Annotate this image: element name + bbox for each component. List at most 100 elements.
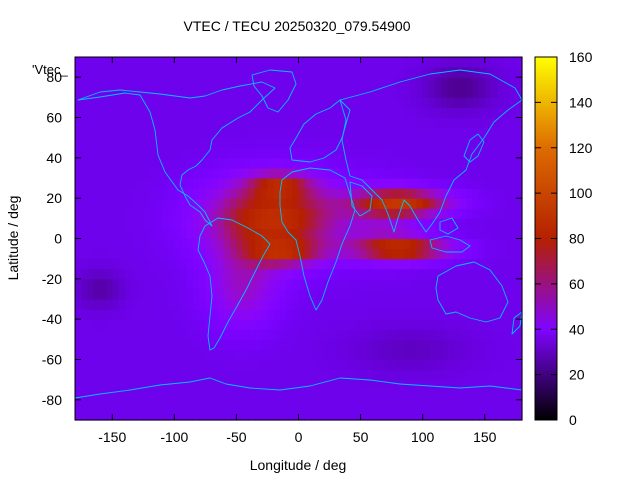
heatmap-cell <box>373 228 380 240</box>
heatmap-cell <box>404 67 411 78</box>
heatmap-cell <box>174 268 182 280</box>
heatmap-cell <box>224 299 231 310</box>
heatmap-cell <box>199 87 206 98</box>
heatmap-cell <box>174 339 182 351</box>
heatmap-cell <box>435 399 442 411</box>
heatmap-cell <box>317 349 324 361</box>
heatmap-cell <box>323 268 331 280</box>
heatmap-cell <box>161 87 169 98</box>
heatmap-cell <box>329 167 337 179</box>
heatmap-cell <box>428 369 436 381</box>
heatmap-cell <box>428 137 436 149</box>
heatmap-cell <box>335 77 343 88</box>
heatmap-cell <box>87 248 95 260</box>
heatmap-cell <box>186 238 194 250</box>
heatmap-cell <box>379 399 387 411</box>
heatmap-cell <box>75 178 82 189</box>
heatmap-cell <box>149 299 157 310</box>
heatmap-cell <box>81 309 89 320</box>
heatmap-cell <box>428 107 436 119</box>
heatmap-cell <box>478 349 486 361</box>
heatmap-cell <box>310 268 318 280</box>
heatmap-cell <box>410 57 418 68</box>
heatmap-cell <box>292 167 300 179</box>
heatmap-cell <box>106 77 113 88</box>
heatmap-cell <box>435 218 442 230</box>
heatmap-cell <box>292 278 300 290</box>
heatmap-cell <box>124 349 132 361</box>
heatmap-cell <box>298 157 306 169</box>
heatmap-cell <box>310 97 318 109</box>
heatmap-cell <box>273 167 281 179</box>
heatmap-cell <box>360 399 368 411</box>
heatmap-cell <box>211 389 219 401</box>
heatmap-cell <box>224 87 231 98</box>
heatmap-cell <box>261 238 269 250</box>
heatmap-cell <box>124 409 132 421</box>
heatmap-cell <box>261 329 269 340</box>
heatmap-cell <box>348 248 355 260</box>
heatmap-cell <box>391 167 399 179</box>
heatmap-cell <box>124 208 132 219</box>
heatmap-cell <box>224 77 231 88</box>
heatmap-cell <box>335 57 343 68</box>
heatmap-cell <box>354 339 362 351</box>
heatmap-cell <box>329 228 337 240</box>
heatmap-cell <box>87 399 95 411</box>
heatmap-cell <box>478 278 486 290</box>
heatmap-cell <box>143 107 151 119</box>
heatmap-cell <box>503 67 511 78</box>
heatmap-cell <box>143 248 151 260</box>
heatmap-cell <box>224 258 231 270</box>
heatmap-cell <box>242 248 250 260</box>
heatmap-cell <box>497 67 504 78</box>
heatmap-cell <box>87 309 95 320</box>
heatmap-cell <box>273 67 281 78</box>
heatmap-cell <box>490 167 498 179</box>
heatmap-cell <box>149 369 157 381</box>
heatmap-cell <box>441 87 449 98</box>
heatmap-cell <box>236 278 244 290</box>
heatmap-cell <box>348 258 355 270</box>
heatmap-cell <box>143 57 151 68</box>
heatmap-cell <box>99 107 107 119</box>
heatmap-cell <box>509 288 517 300</box>
heatmap-cell <box>341 278 349 290</box>
heatmap-cell <box>130 329 138 340</box>
heatmap-cell <box>199 157 206 169</box>
heatmap-cell <box>515 147 523 159</box>
heatmap-cell <box>242 309 250 320</box>
heatmap-cell <box>404 258 411 270</box>
heatmap-cell <box>304 238 312 250</box>
heatmap-cell <box>248 208 256 219</box>
heatmap-cell <box>124 379 132 391</box>
heatmap-cell <box>279 167 287 179</box>
heatmap-cell <box>354 117 362 129</box>
heatmap-cell <box>199 409 206 421</box>
heatmap-cell <box>366 188 374 199</box>
heatmap-cell <box>379 278 387 290</box>
heatmap-cell <box>273 359 281 371</box>
heatmap-cell <box>404 167 411 179</box>
heatmap-cell <box>335 97 343 109</box>
heatmap-cell <box>360 409 368 421</box>
heatmap-cell <box>416 178 424 189</box>
heatmap-cell <box>180 248 188 260</box>
heatmap-cell <box>497 167 504 179</box>
heatmap-cell <box>335 389 343 401</box>
heatmap-cell <box>93 359 101 371</box>
heatmap-cell <box>217 329 225 340</box>
heatmap-cell <box>155 107 163 119</box>
heatmap-cell <box>112 178 120 189</box>
heatmap-cell <box>397 87 405 98</box>
heatmap-cell <box>366 309 374 320</box>
heatmap-cell <box>130 157 138 169</box>
heatmap-cell <box>304 218 312 230</box>
heatmap-cell <box>360 218 368 230</box>
heatmap-cell <box>515 157 523 169</box>
heatmap-cell <box>168 309 175 320</box>
heatmap-cell <box>335 178 343 189</box>
heatmap-cell <box>410 399 418 411</box>
heatmap-cell <box>192 137 200 149</box>
heatmap-cell <box>317 208 324 219</box>
